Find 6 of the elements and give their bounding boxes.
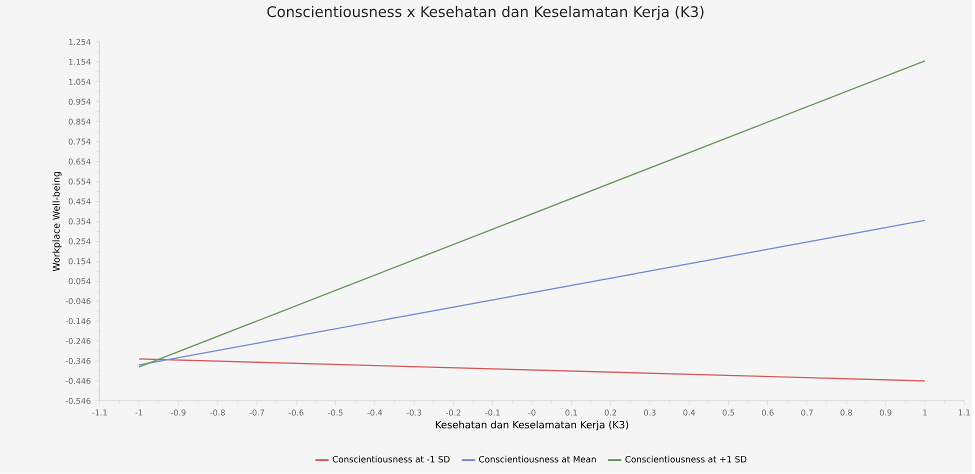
legend-label: Conscientiousness at +1 SD <box>625 456 746 463</box>
legend-label: Conscientiousness at Mean <box>479 456 596 463</box>
chart-title: Conscientiousness x Kesehatan dan Keselamatan Kerja (K3) <box>267 6 704 20</box>
legend-label: Conscientiousness at -1 SD <box>332 456 450 463</box>
x-axis-title: Kesehatan dan Keselamatan Kerja (K3) <box>436 420 628 431</box>
y-axis-title: Workplace Well-being <box>52 172 62 272</box>
